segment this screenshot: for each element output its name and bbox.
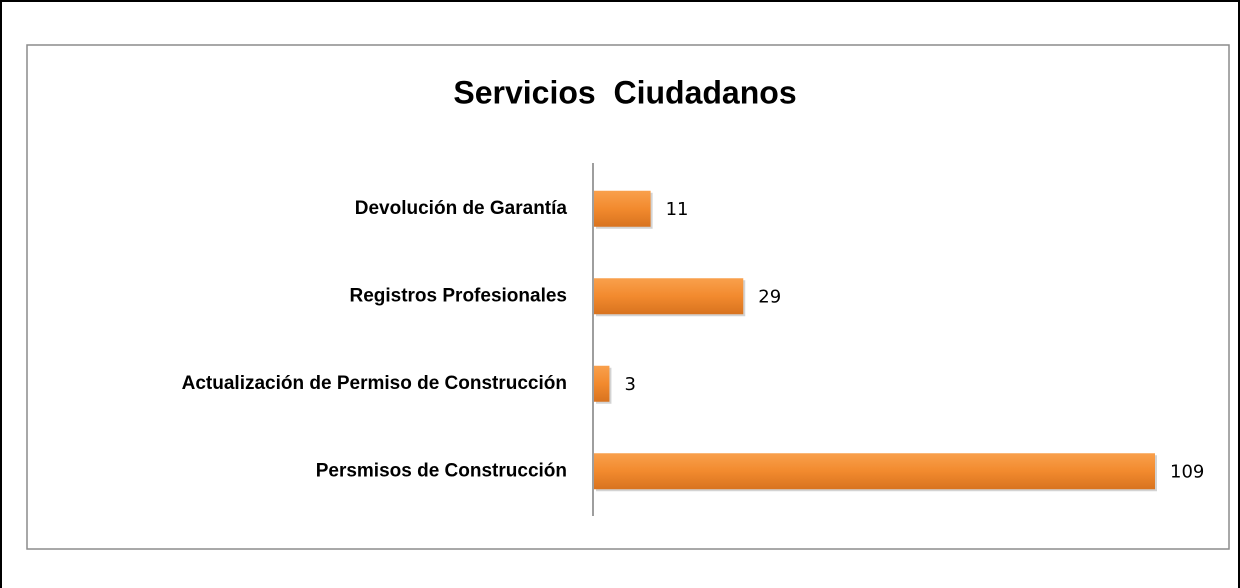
value-label: 29 [758, 286, 781, 307]
bar [594, 365, 610, 402]
category-label: Registros Profesionales [349, 285, 567, 306]
category-label: Persmisos de Construcción [316, 460, 567, 481]
value-label: 3 [624, 374, 635, 395]
value-label: 109 [1170, 461, 1204, 482]
chart-title: Servicios Ciudadanos [453, 74, 796, 110]
category-label: Devolución de Garantía [355, 198, 568, 219]
bar [594, 278, 744, 315]
value-label: 11 [666, 199, 689, 220]
bar [594, 453, 1155, 490]
bar [594, 190, 651, 227]
category-label: Actualización de Permiso de Construcción [182, 373, 567, 394]
